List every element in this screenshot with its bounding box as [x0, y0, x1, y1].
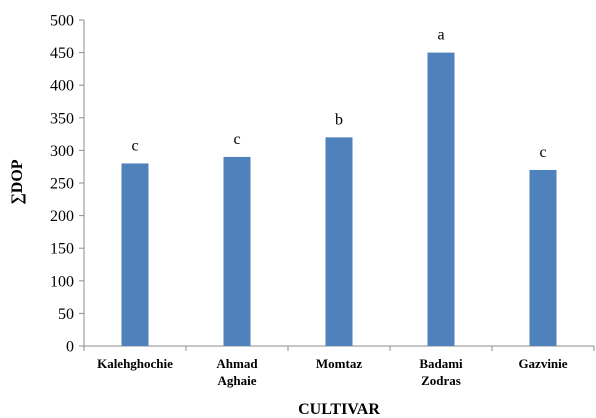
y-tick-label: 150	[50, 241, 74, 258]
x-category-label: Gazvinie	[518, 356, 567, 371]
bar-data-label: c	[131, 137, 138, 154]
y-tick-label: 500	[50, 13, 74, 30]
x-category-label: Aghaie	[218, 373, 257, 388]
y-tick-label: 0	[66, 339, 74, 356]
y-axis-title: ∑DOP	[9, 159, 26, 204]
y-tick-label: 50	[58, 306, 74, 323]
y-tick-label: 250	[50, 176, 74, 193]
bar	[121, 163, 149, 346]
x-category-label: Ahmad	[216, 356, 258, 371]
bar	[427, 52, 455, 346]
bar-data-label: a	[437, 27, 444, 44]
y-tick-label: 200	[50, 208, 74, 225]
bar	[325, 137, 353, 346]
y-tick-label: 300	[50, 143, 74, 160]
bar	[529, 169, 557, 346]
x-category-label: Zodras	[421, 373, 461, 388]
bar-data-label: b	[335, 111, 343, 128]
bar-data-label: c	[233, 131, 240, 148]
x-category-label: Momtaz	[316, 356, 362, 371]
plot-area: 0 50 100 150 200 250 300 350 400 450 500 c Kalehghoc…	[50, 13, 595, 388]
bar	[223, 156, 251, 346]
y-tick-label: 450	[50, 45, 74, 62]
x-axis-title: CULTIVAR	[298, 401, 380, 418]
y-tick-label: 100	[50, 273, 74, 290]
x-category-label: Kalehghochie	[97, 356, 173, 371]
x-category-label: Badami	[419, 356, 463, 371]
bar-data-label: c	[539, 144, 546, 161]
y-tick-label: 400	[50, 78, 74, 95]
y-tick-label: 350	[50, 110, 74, 127]
